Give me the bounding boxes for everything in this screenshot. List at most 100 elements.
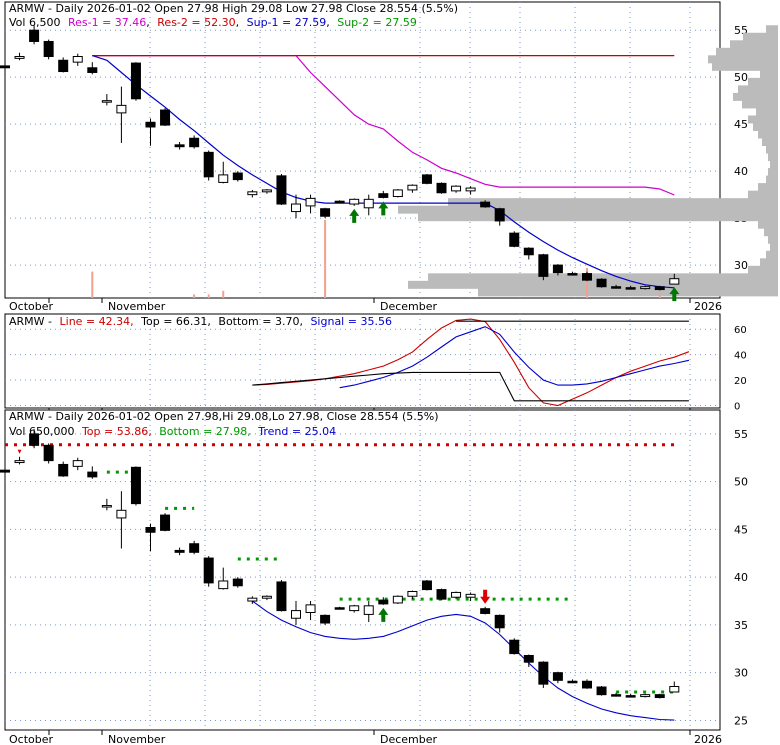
volume-profile-bar [748, 115, 778, 124]
p3-candle [552, 672, 563, 681]
vol-label: Vol 6,500 [9, 16, 60, 29]
p3-ytick: 45 [734, 523, 748, 536]
p1-candle [14, 56, 25, 59]
volume-profile-bar [753, 122, 778, 131]
p3-candle [480, 608, 491, 614]
p3-frame [4, 409, 721, 731]
vol3-label: Vol 650,000 [9, 425, 74, 438]
volume-profile-bar [748, 190, 778, 199]
p1-candle [203, 151, 214, 178]
p1-candle [58, 59, 69, 73]
p3-candle [14, 460, 25, 464]
p3-candle [378, 599, 389, 605]
volume-profile-bar [428, 273, 778, 282]
volume-profile-bar [758, 220, 778, 229]
p3-ytick: 30 [734, 667, 748, 680]
p1-candle [43, 40, 54, 58]
p3-candle [582, 680, 592, 689]
p1-ytick: 30 [734, 259, 748, 272]
p1-frame [4, 1, 721, 299]
osc-signal-line [339, 326, 690, 389]
p1-candle [232, 172, 243, 181]
p1-candle [494, 208, 505, 222]
p3-sell-arrow [480, 589, 491, 604]
p3-candle [72, 460, 83, 467]
p1-candle [407, 184, 418, 191]
p3-candle [160, 514, 171, 531]
volume-profile-bar [758, 183, 778, 192]
p1-candle [334, 200, 345, 204]
p3-candle [145, 526, 156, 533]
volume-profile-bar [768, 153, 778, 162]
p3-candle [421, 580, 432, 591]
sup1-label: Sup-1 = 27.59 [247, 16, 327, 29]
top-label: Top = 66.31, [140, 315, 211, 328]
p1-candle [596, 278, 607, 288]
p3-xlabel-november: November [108, 733, 166, 745]
volume-profile-bar [764, 228, 778, 237]
p1-candle [465, 187, 476, 192]
volume-bar [658, 293, 661, 298]
volume-profile-bar [770, 243, 778, 252]
p1-candle [72, 56, 83, 63]
p1-candle [640, 286, 651, 290]
res1-label: Res-1 = 37.46 [68, 16, 146, 29]
p1-candle [247, 191, 258, 196]
p1-candle [218, 174, 229, 183]
p1-candle [669, 278, 680, 285]
p3-candle [130, 466, 141, 505]
p1-candle [567, 273, 578, 276]
p1-xlabel-december: December [380, 300, 438, 313]
signal-label: Signal = 35.56 [310, 315, 392, 328]
p3-candle [407, 590, 418, 597]
oscillator-panel: 0 20 40 60 [4, 313, 747, 413]
p3-candle [538, 661, 549, 685]
p1-candle [116, 104, 127, 114]
p1-candle [160, 109, 171, 126]
p3-candle [465, 593, 476, 598]
volume-bar [324, 220, 327, 298]
small-sell-marker [17, 449, 22, 454]
p3-candle [523, 654, 534, 663]
p3-candle [43, 444, 54, 462]
p3-candle [669, 685, 680, 693]
p1-candle [654, 286, 665, 291]
buy-arrow [378, 201, 389, 216]
panel1-legend: Vol 6,500 Res-1 = 37.46, Res-2 = 52.30, … [9, 16, 417, 29]
volume-profile-bar [708, 55, 778, 64]
volume-profile-bar [716, 47, 778, 56]
p1-candle [451, 185, 462, 192]
volume-bar [193, 294, 196, 298]
p3-candle [625, 695, 636, 698]
p3-candle [611, 694, 622, 697]
sup2-label: Sup-2 = 27.59 [337, 16, 417, 29]
p3-candle [247, 597, 258, 602]
p1-candle [87, 67, 98, 73]
p1-candle [291, 203, 301, 213]
volume-profile-bar [766, 175, 778, 184]
p1-ytick: 40 [734, 165, 748, 178]
p1-candle [276, 175, 287, 205]
volume-profile-bar [712, 62, 778, 71]
p3-xlabel-october: October [9, 733, 53, 745]
p1-candle [174, 144, 185, 148]
p1-candle [378, 193, 389, 198]
p1-candle [421, 174, 432, 184]
p3-ytick: 25 [734, 714, 748, 727]
buy-arrow [669, 287, 680, 302]
p3-ytick: 50 [734, 476, 748, 489]
volume-profile-bar [768, 235, 778, 244]
volume-profile-bar [758, 130, 778, 139]
volume-profile-bar [756, 107, 778, 116]
p3-candle [29, 433, 40, 446]
p3-candle [276, 581, 287, 612]
buy-arrow [349, 208, 360, 223]
line-label: Line = 42.34, [60, 315, 134, 328]
volume-profile-bar [743, 32, 778, 41]
trend-panel: 25 30 35 40 45 50 55 [0, 409, 748, 735]
volume-profile-bar [448, 198, 778, 207]
p3-candle [0, 469, 10, 473]
p3-candle [87, 471, 98, 478]
p2-ytick: 40 [734, 351, 747, 362]
